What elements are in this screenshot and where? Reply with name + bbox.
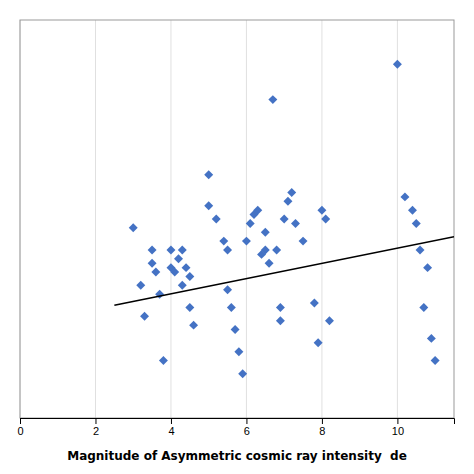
point: [246, 219, 255, 228]
grid-line-x: [246, 20, 247, 418]
point: [253, 206, 262, 215]
x-tick-mark: [20, 418, 21, 424]
grid: [20, 20, 397, 418]
point: [204, 170, 213, 179]
point: [280, 215, 289, 224]
plot-frame: [20, 20, 454, 418]
point: [185, 303, 194, 312]
point: [299, 237, 308, 246]
x-tick-mark: [246, 418, 247, 424]
x-tick: 8: [319, 418, 325, 437]
point: [148, 259, 157, 268]
point: [272, 245, 281, 254]
point: [182, 263, 191, 272]
x-tick: 0: [17, 418, 23, 437]
x-tick-label: 2: [93, 425, 99, 437]
point: [129, 223, 138, 232]
point: [408, 206, 417, 215]
x-axis-line: [21, 419, 455, 425]
point: [321, 215, 330, 224]
grid-line-x: [170, 20, 171, 418]
point: [325, 316, 334, 325]
point: [227, 303, 236, 312]
point: [314, 338, 323, 347]
point: [178, 245, 187, 254]
chart: 0 2 4 6 8 10 Magnitude of Asymmetric cosmic ra…: [0, 0, 474, 474]
point: [242, 237, 251, 246]
point: [276, 303, 285, 312]
x-tick-label: 6: [244, 425, 250, 437]
point: [431, 356, 440, 365]
point: [419, 303, 428, 312]
x-tick: 6: [244, 418, 250, 437]
x-tick-mark: [95, 418, 96, 424]
x-tick-label: 4: [168, 425, 174, 437]
x-axis-title: Magnitude of Asymmetric cosmic ray inten…: [67, 449, 407, 463]
trendline: [114, 237, 454, 306]
plot: 0 2 4 6 8 10: [17, 20, 454, 437]
x-tick-mark: [322, 418, 323, 424]
x-tick-label: 8: [319, 425, 325, 437]
point: [310, 299, 319, 308]
x-tick: 2: [93, 418, 99, 437]
marks: [114, 60, 454, 379]
point: [238, 369, 247, 378]
point: [416, 245, 425, 254]
point: [140, 312, 149, 321]
x-tick-label: 0: [17, 425, 23, 437]
point: [261, 228, 270, 237]
point: [261, 245, 270, 254]
point: [159, 356, 168, 365]
point: [185, 272, 194, 281]
point: [231, 325, 240, 334]
point: [291, 219, 300, 228]
scatter-series: [129, 60, 440, 379]
point: [219, 237, 228, 246]
point: [393, 60, 402, 69]
x-tick-mark: [397, 418, 398, 424]
point: [189, 321, 198, 330]
x-tick: 4: [168, 418, 174, 437]
x-tick-mark: [171, 418, 172, 424]
point: [170, 268, 179, 277]
point: [423, 263, 432, 272]
point: [166, 245, 175, 254]
point: [317, 206, 326, 215]
point: [287, 188, 296, 197]
point: [204, 201, 213, 210]
x-axis: 0 2 4 6 8 10: [17, 418, 454, 437]
point: [427, 334, 436, 343]
point: [400, 192, 409, 201]
point: [283, 197, 292, 206]
point: [268, 95, 277, 104]
grid-line-x: [397, 20, 398, 418]
point: [223, 245, 232, 254]
point: [276, 316, 285, 325]
x-tick: 10: [392, 418, 404, 437]
point: [223, 285, 232, 294]
point: [265, 259, 274, 268]
point: [234, 347, 243, 356]
point: [136, 281, 145, 290]
point: [212, 215, 221, 224]
point: [148, 245, 157, 254]
point: [178, 281, 187, 290]
point: [151, 268, 160, 277]
point: [174, 254, 183, 263]
x-tick-label: 10: [392, 425, 404, 437]
point: [412, 219, 421, 228]
grid-line-x: [95, 20, 96, 418]
